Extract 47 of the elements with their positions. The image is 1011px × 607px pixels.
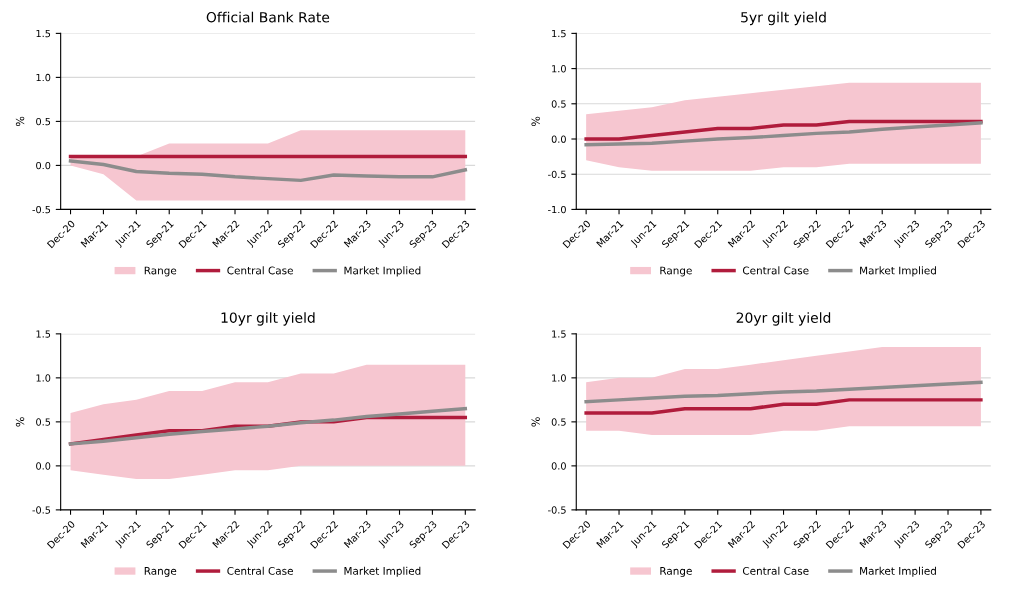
legend-label: Range — [144, 266, 177, 277]
y-tick-label: -1.0 — [548, 205, 566, 214]
chart-title: Official Bank Rate — [206, 11, 330, 23]
line-series — [584, 121, 983, 147]
y-tick-label: 1.0 — [552, 374, 566, 382]
legend-label: Central Case — [227, 566, 293, 575]
chart-title: 5yr gilt yield — [741, 11, 826, 26]
legend-label: Central Case — [227, 266, 293, 275]
y-tick-label: 1.0 — [36, 73, 51, 82]
line-series — [584, 380, 983, 404]
y-tick-label: 0.0 — [551, 135, 566, 143]
y-tick-label: 0.5 — [551, 418, 566, 426]
y-tick-label: -0.5 — [548, 170, 566, 179]
legend-label: Central Case — [742, 266, 809, 275]
y-tick-label: 1.5 — [552, 29, 566, 38]
y-tick-label: 0.5 — [551, 100, 566, 108]
y-tick-label: 0.5 — [36, 117, 51, 126]
y-axis-title: % — [15, 116, 25, 127]
y-axis-title: % — [15, 417, 25, 427]
line-series — [68, 406, 468, 446]
line-series — [584, 398, 983, 415]
legend-label: Range — [144, 567, 177, 577]
line-series — [68, 159, 468, 183]
y-tick-label: 1.5 — [552, 330, 566, 338]
y-tick-label: -0.5 — [32, 205, 51, 214]
y-axis-title: % — [531, 417, 540, 427]
legend-label: Range — [660, 567, 692, 577]
legend-label: Market Implied — [860, 566, 936, 577]
line-series — [584, 119, 983, 141]
legend-label: Range — [660, 266, 692, 277]
y-tick-label: 0.5 — [36, 418, 51, 426]
y-tick-label: 0.0 — [36, 462, 51, 470]
legend-label: Market Implied — [344, 566, 421, 577]
y-tick-label: 1.5 — [36, 29, 51, 38]
legend-label: Central Case — [742, 566, 809, 575]
y-tick-label: 1.0 — [552, 65, 566, 73]
y-tick-label: 0.0 — [551, 462, 566, 470]
y-tick-label: 1.5 — [36, 330, 51, 338]
y-tick-label: -0.5 — [32, 506, 51, 514]
y-axis-title: % — [531, 116, 540, 127]
chart-title: 20yr gilt yield — [736, 312, 831, 326]
legend-label: Market Implied — [860, 266, 936, 277]
chart-title: 10yr gilt yield — [221, 312, 315, 326]
y-tick-label: 0.0 — [36, 161, 51, 170]
y-tick-label: 1.0 — [36, 374, 51, 382]
legend-label: Market Implied — [344, 266, 421, 277]
y-tick-label: -0.5 — [548, 506, 566, 514]
